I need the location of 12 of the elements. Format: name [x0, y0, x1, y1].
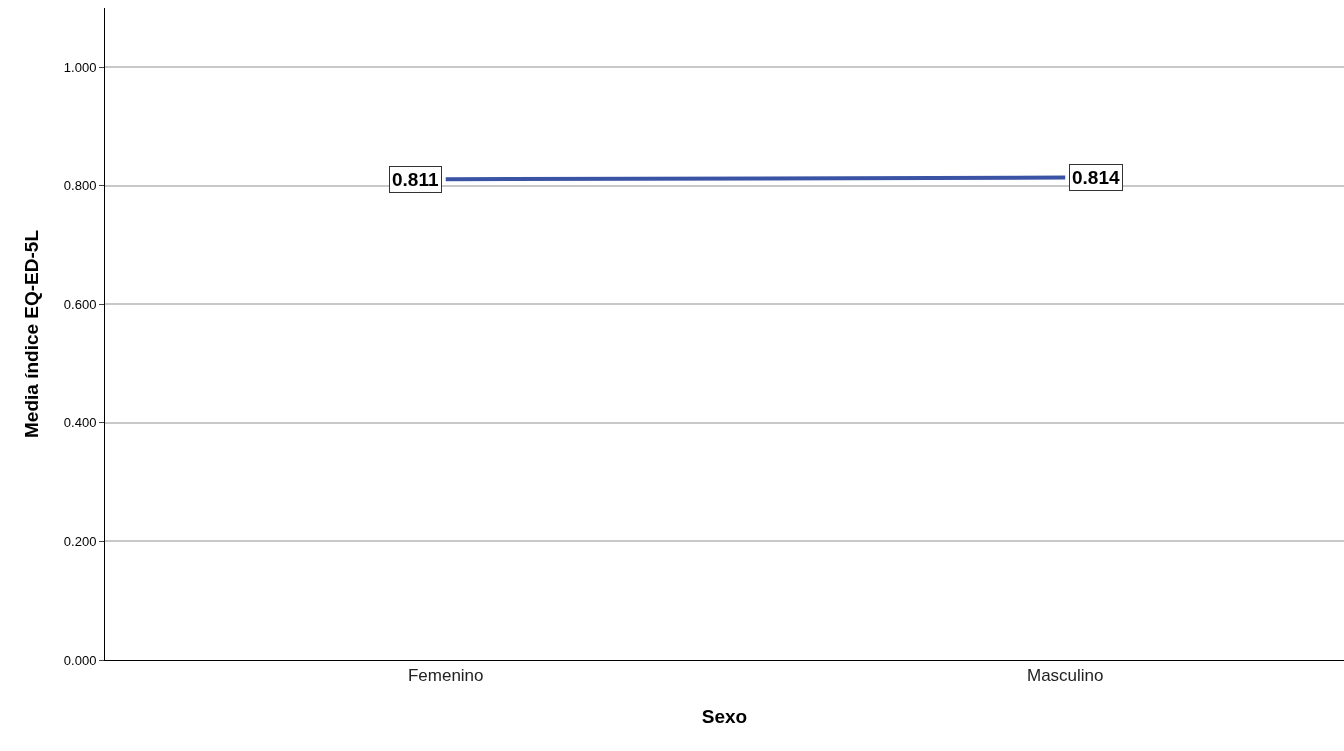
y-tick-label: 0.200 [63, 534, 97, 549]
y-axis-title: Media índice EQ-ED-5L [20, 229, 42, 438]
y-tick-label: 1.000 [63, 59, 97, 75]
y-tick-label: 0.800 [63, 178, 97, 194]
x-tick-label: Femenino [407, 666, 484, 686]
x-tick-label: Masculino [1026, 666, 1104, 686]
y-tick-label: 0.000 [63, 652, 97, 668]
data-label: 0.811 [392, 169, 439, 190]
data-label: 0.814 [1072, 167, 1120, 188]
y-tick-label: 0.600 [63, 296, 97, 312]
x-axis-title: Sexo [701, 706, 748, 728]
y-tick-label: 0.400 [63, 415, 97, 431]
